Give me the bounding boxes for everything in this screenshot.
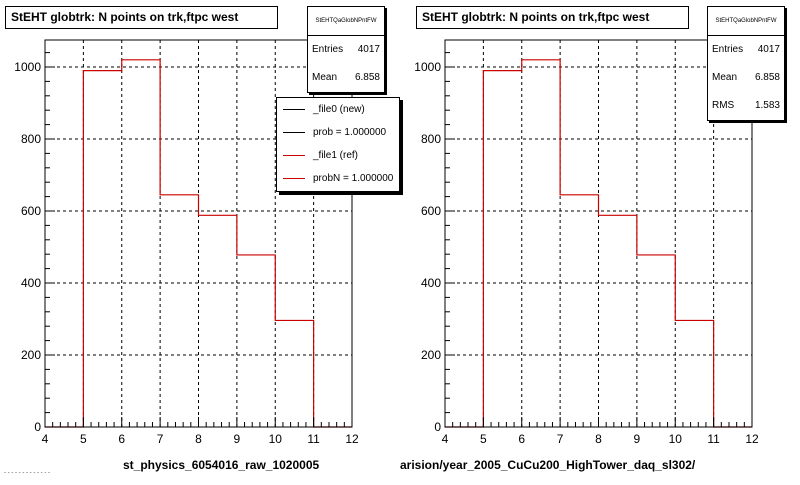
legend-entry: prob = 1.000000 xyxy=(277,121,399,144)
x-tick-label: 5 xyxy=(80,432,87,446)
x-tick-label: 6 xyxy=(518,432,525,446)
stats-box: StEHTQaGlobNPntFW Entries 4017 Mean 6.85… xyxy=(307,6,385,93)
stats-label: Mean xyxy=(312,72,338,83)
stats-row-mean: Mean 6.858 xyxy=(308,64,384,92)
y-tick-label: 200 xyxy=(421,348,441,362)
x-tick-label: 6 xyxy=(118,432,125,446)
histogram-title: StEHT globtrk: N points on trk,ftpc west xyxy=(5,6,278,29)
x-tick-label: 10 xyxy=(669,432,683,446)
histogram-outline xyxy=(445,59,752,428)
x-tick-label: 7 xyxy=(557,432,564,446)
stats-label: Mean xyxy=(712,72,738,83)
y-tick-label: 400 xyxy=(21,276,41,290)
stats-row-entries: Entries 4017 xyxy=(708,36,784,64)
x-tick-label: 12 xyxy=(345,432,359,446)
stats-value: 6.858 xyxy=(354,72,380,83)
stats-box: StEHTQaGlobNPntFW Entries 4017 Mean 6.85… xyxy=(707,6,785,121)
histogram-panel-left: 4 5 6 7 8 9 10 11 12 0 200 400 600 800 1000 StEHT glob… xyxy=(0,0,400,480)
stats-label: Entries xyxy=(312,44,344,55)
x-tick-label: 5 xyxy=(480,432,487,446)
stats-title: StEHTQaGlobNPntFW xyxy=(708,7,784,36)
stats-value: 1.583 xyxy=(754,100,780,111)
legend-label: _file0 (new) xyxy=(313,104,365,115)
x-tick-label: 9 xyxy=(234,432,241,446)
y-tick-label: 1000 xyxy=(14,60,41,74)
legend-label: prob = 1.000000 xyxy=(313,127,387,138)
x-tick-label: 9 xyxy=(634,432,641,446)
y-tick-label: 1000 xyxy=(414,60,441,74)
y-tick-label: 0 xyxy=(34,420,41,434)
x-tick-label: 4 xyxy=(442,432,449,446)
y-tick-label: 800 xyxy=(21,132,41,146)
y-tick-label: 800 xyxy=(421,132,441,146)
x-tick-label: 7 xyxy=(157,432,164,446)
x-tick-label: 8 xyxy=(195,432,202,446)
stats-value: 6.858 xyxy=(754,72,780,83)
legend-line-red xyxy=(283,155,305,156)
stats-value: 4017 xyxy=(357,44,380,55)
histogram-outline xyxy=(45,59,352,428)
corner-note: - - - - - - - - - - - - - xyxy=(4,470,50,476)
histogram-title: StEHT globtrk: N points on trk,ftpc west xyxy=(416,6,689,29)
filename-label: st_physics_6054016_raw_1020005 xyxy=(123,458,320,472)
histogram-panel-right: 4 5 6 7 8 9 10 11 12 0 200 400 600 800 1000 StEHT glob… xyxy=(400,0,800,480)
legend-box: _file0 (new) prob = 1.000000 _file1 (ref… xyxy=(276,97,400,192)
y-tick-label: 600 xyxy=(421,204,441,218)
stats-title: StEHTQaGlobNPntFW xyxy=(308,7,384,36)
y-tick-label: 400 xyxy=(421,276,441,290)
x-tick-label: 11 xyxy=(307,432,320,446)
filename-label: arision/year_2005_CuCu200_HighTower_daq_… xyxy=(400,458,696,472)
histogram-plot-right: 4 5 6 7 8 9 10 11 12 0 200 400 600 800 1000 xyxy=(414,39,759,446)
x-tick-label: 12 xyxy=(745,432,759,446)
y-tick-label: 600 xyxy=(21,204,41,218)
y-tick-label: 0 xyxy=(434,420,441,434)
stats-row-mean: Mean 6.858 xyxy=(708,64,784,92)
legend-entry: _file0 (new) xyxy=(277,98,399,121)
legend-entry: _file1 (ref) xyxy=(277,144,399,167)
legend-label: probN = 1.000000 xyxy=(313,173,394,184)
x-tick-label: 11 xyxy=(707,432,720,446)
stats-label: RMS xyxy=(712,100,735,111)
x-tick-label: 4 xyxy=(42,432,49,446)
stats-value: 4017 xyxy=(757,44,780,55)
legend-entry: probN = 1.000000 xyxy=(277,167,399,190)
histogram-plot-left: 4 5 6 7 8 9 10 11 12 0 200 400 600 800 1000 xyxy=(14,39,359,446)
stats-row-entries: Entries 4017 xyxy=(308,36,384,64)
stats-label: Entries xyxy=(712,44,744,55)
legend-label: _file1 (ref) xyxy=(313,150,359,161)
stats-row-rms: RMS 1.583 xyxy=(708,92,784,120)
legend-line-black xyxy=(283,109,305,110)
legend-line-red xyxy=(283,178,305,179)
x-tick-label: 8 xyxy=(595,432,602,446)
legend-line-black xyxy=(283,132,305,133)
y-tick-label: 200 xyxy=(21,348,41,362)
x-tick-label: 10 xyxy=(269,432,283,446)
